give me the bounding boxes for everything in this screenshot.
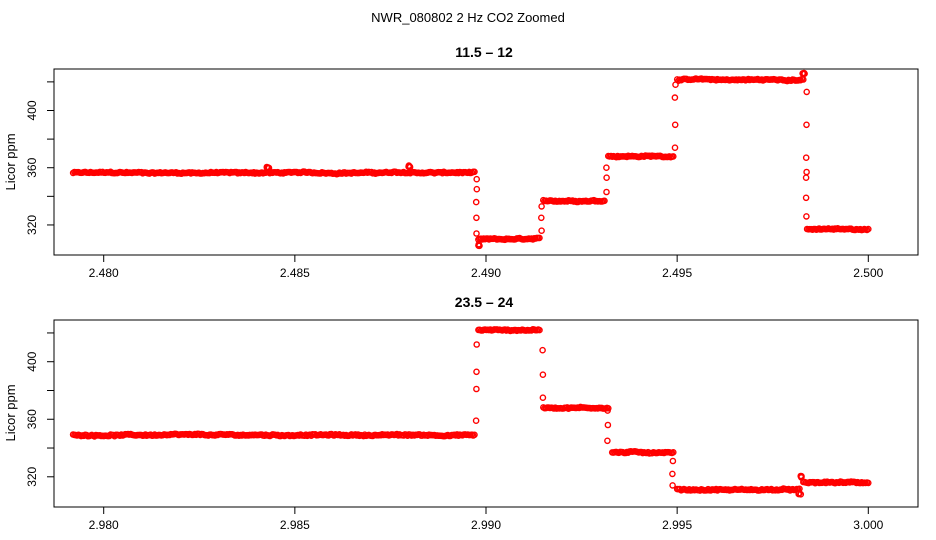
data-point: [473, 185, 481, 193]
y-tick-label: 400: [25, 351, 39, 371]
data-point: [472, 417, 480, 425]
data-point: [604, 421, 612, 429]
data-points: [69, 69, 872, 250]
data-point: [803, 213, 810, 220]
data-point: [473, 341, 481, 348]
data-point: [802, 194, 810, 202]
data-point: [539, 346, 546, 354]
data-point: [604, 407, 611, 414]
data-point: [538, 227, 545, 234]
figure-title: NWR_080802 2 Hz CO2 Zoomed: [371, 10, 565, 25]
data-point: [795, 490, 803, 497]
data-point: [601, 197, 608, 205]
data-point: [536, 234, 543, 242]
y-tick-label: 320: [25, 466, 39, 486]
data-point: [865, 225, 872, 233]
data-point: [536, 326, 543, 334]
y-tick-label: 400: [25, 100, 39, 120]
data-point: [473, 385, 480, 393]
data-point: [671, 94, 679, 101]
data-point: [539, 394, 547, 402]
data-point: [603, 188, 610, 196]
plot-frame: [53, 319, 919, 508]
data-point: [265, 164, 273, 172]
data-point: [670, 448, 677, 456]
data-point: [803, 168, 810, 176]
data-point: [803, 121, 810, 129]
panel-title: 11.5 – 12: [455, 44, 513, 60]
x-tick-label: 2.990: [471, 518, 501, 532]
data-point: [471, 168, 478, 176]
data-point: [539, 371, 547, 379]
data-point: [671, 121, 679, 129]
data-point: [802, 154, 810, 161]
data-point: [471, 431, 478, 439]
y-axis-label: Licor ppm: [3, 384, 18, 441]
y-tick-label: 320: [25, 215, 39, 235]
x-tick-label: 2.485: [280, 266, 310, 280]
data-point: [670, 153, 677, 160]
x-tick-label: 2.995: [662, 518, 692, 532]
y-tick-label: 360: [25, 409, 39, 429]
data-point: [475, 240, 483, 248]
y-tick-label: 360: [25, 157, 39, 177]
x-tick-label: 2.980: [89, 518, 119, 532]
data-point: [473, 214, 480, 222]
data-point: [671, 144, 679, 151]
data-points: [69, 325, 872, 498]
x-tick-label: 2.500: [853, 266, 883, 280]
data-point: [803, 88, 811, 96]
data-point: [473, 230, 480, 237]
data-point: [538, 214, 545, 222]
panel-title: 23.5 – 24: [455, 294, 514, 310]
data-point: [603, 174, 610, 181]
data-point: [798, 472, 805, 480]
x-tick-label: 2.495: [662, 266, 692, 280]
data-point: [865, 479, 872, 487]
data-point: [672, 81, 679, 88]
data-point: [669, 470, 676, 478]
data-point: [669, 457, 677, 465]
data-point: [473, 175, 481, 183]
x-tick-label: 2.490: [471, 266, 501, 280]
plot-frame: [53, 68, 919, 256]
data-point: [473, 368, 480, 376]
x-tick-label: 2.480: [89, 266, 119, 280]
y-axis-label: Licor ppm: [3, 133, 18, 190]
data-point: [472, 198, 480, 206]
panel-top: 11.5 – 12 Licor ppm 2.480 2.485 2.490 2.495…: [3, 44, 919, 280]
x-tick-label: 2.985: [280, 518, 310, 532]
data-point: [669, 482, 676, 489]
data-point: [603, 164, 610, 171]
x-tick-label: 3.000: [853, 518, 883, 532]
tick-group: 2.980 2.985 2.990 2.995 3.000 320 360 400: [25, 332, 884, 532]
data-point: [604, 437, 611, 445]
tick-group: 2.480 2.485 2.490 2.495 2.500 320 360 400: [25, 81, 884, 280]
data-point: [538, 203, 545, 210]
data-point: [406, 163, 414, 171]
data-point: [800, 69, 808, 77]
data-point: [802, 174, 810, 181]
panel-bottom: 23.5 – 24 Licor ppm 2.980 2.985 2.990 2.995…: [3, 294, 919, 532]
